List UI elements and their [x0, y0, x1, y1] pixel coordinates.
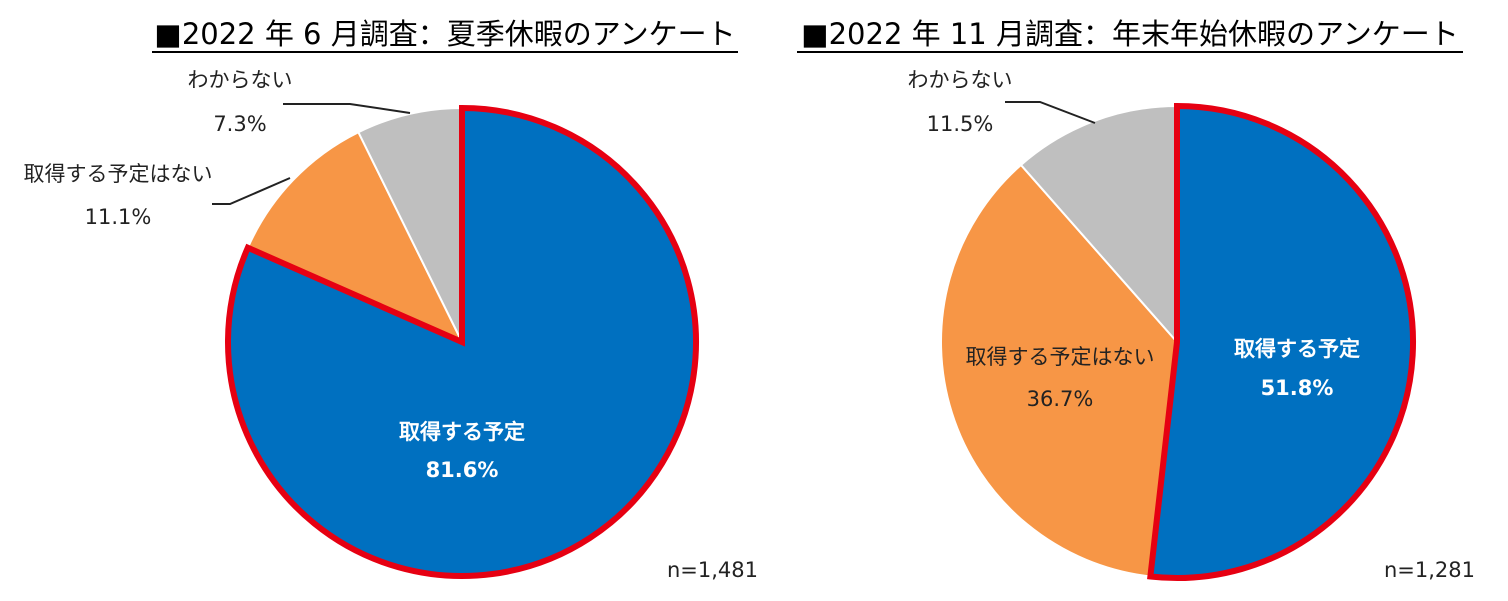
sample-size: n=1,281: [1384, 558, 1475, 582]
chart-title: ■2022 年 6 月調査：夏季休暇のアンケート: [154, 17, 735, 51]
slice-value-no-plan: 36.7%: [1027, 387, 1094, 411]
slice-label-no-plan: 取得する予定はない: [24, 162, 213, 186]
highlight-outline: [1147, 102, 1416, 581]
highlight-border: [1147, 102, 1416, 581]
slice-label-unknown: わからない: [908, 68, 1013, 92]
slice-no-plan: [940, 163, 1179, 578]
pie-chart-year-end: ■2022 年 11 月調査：年末年始休暇のアンケート わからない 11.5% …: [797, 17, 1475, 582]
leader-line-unknown: [283, 103, 411, 114]
slice-value-plan: 51.8%: [1261, 376, 1334, 400]
sample-size: n=1,481: [667, 558, 758, 582]
chart-title: ■2022 年 11 月調査：年末年始休暇のアンケート: [801, 17, 1459, 51]
highlight-outline: [225, 104, 699, 579]
slice-unknown: [1019, 104, 1178, 345]
slice-value-no-plan: 11.1%: [85, 205, 152, 229]
pie-chart-summer: ■2022 年 6 月調査：夏季休暇のアンケート わからない 7.3% 取得する…: [24, 17, 759, 582]
slice-label-no-plan: 取得する予定はない: [966, 345, 1155, 369]
slice-value-plan: 81.6%: [426, 458, 499, 482]
slice-no-plan: [246, 130, 465, 345]
leader-line-no-plan: [212, 177, 291, 205]
slice-value-unknown: 11.5%: [927, 112, 994, 136]
leader-line-unknown: [1005, 101, 1096, 124]
slice-value-unknown: 7.3%: [213, 112, 266, 136]
slice-label-plan: 取得する予定: [1234, 337, 1360, 361]
highlight-border: [225, 104, 699, 579]
slice-label-unknown: わからない: [188, 68, 293, 92]
slice-label-plan: 取得する予定: [399, 420, 525, 444]
